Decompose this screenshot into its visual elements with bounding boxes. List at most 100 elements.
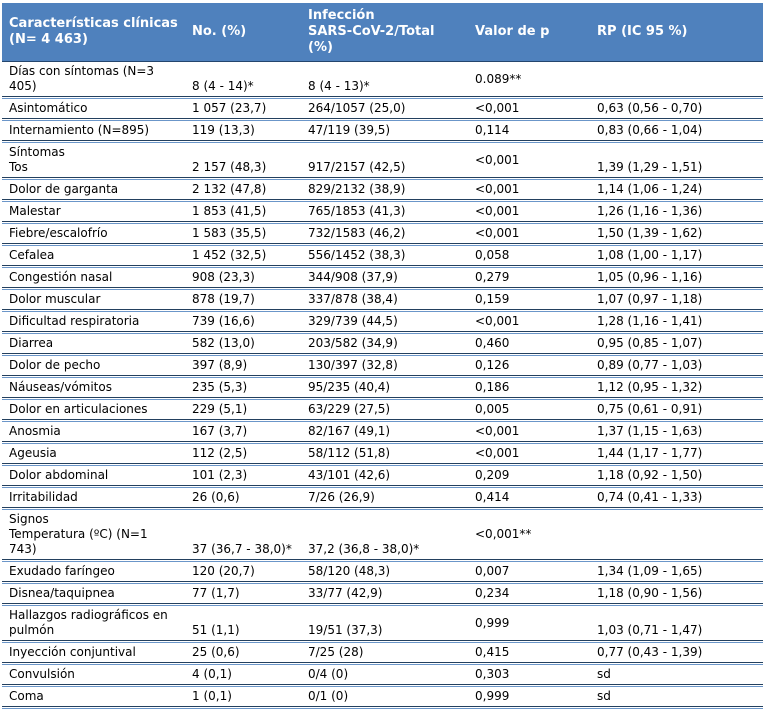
cell-rp-ic95: 1,14 (1,06 - 1,24) — [597, 182, 703, 196]
row-label: Días con síntomas (N=3 405) — [9, 64, 155, 93]
cell-infeccion-total: 58/120 (48,3) — [308, 564, 391, 578]
cell-rp-ic95: 1,18 (0,92 - 1,50) — [597, 468, 703, 482]
cell-no-pct: 51 (1,1) — [192, 623, 240, 637]
table-row: Dolor de pecho 397 (8,9) 130/397 (32,8) 0,1… — [2, 356, 763, 375]
row-label-cell: Dificultad respiratoria — [2, 312, 192, 331]
cell-valor-de-p: <0,001 — [475, 204, 520, 218]
row-separator — [2, 309, 763, 312]
cell-valor-de-p: <0,001 — [475, 152, 520, 167]
row-label: Irritabilidad — [9, 490, 78, 504]
row-label-cell: Ageusia — [2, 444, 192, 463]
cell-rp-ic95: 0,77 (0,43 - 1,39) — [597, 645, 703, 659]
row-label-cell: Anosmia — [2, 422, 192, 441]
cell-valor-de-p: 0,999 — [475, 615, 510, 630]
cell-no-pct: 878 (19,7) — [192, 292, 255, 306]
table-row: Internamiento (N=895) 119 (13,3) 47/119 (3… — [2, 121, 763, 140]
table-row: Signos Temperatura (ºC) (N=1 743) 37 (36,7… — [2, 510, 763, 559]
row-label-cell: Dolor de garganta — [2, 180, 192, 199]
cell-infeccion-total: 264/1057 (25,0) — [308, 101, 406, 115]
row-label: Inyección conjuntival — [9, 645, 136, 659]
cell-no-pct: 25 (0,6) — [192, 645, 240, 659]
cell-valor-de-p: 0,209 — [475, 468, 510, 482]
cell-rp-ic95: 1,37 (1,15 - 1,63) — [597, 424, 703, 438]
cell-valor-de-p: 0,114 — [475, 123, 510, 137]
cell-no-pct: 119 (13,3) — [192, 123, 255, 137]
cell-rp-ic95: 0,74 (0,41 - 1,33) — [597, 490, 703, 504]
cell-rp-ic95: 1,50 (1,39 - 1,62) — [597, 226, 703, 240]
cell-infeccion-total: 8 (4 - 13)* — [308, 79, 370, 93]
cell-rp-ic95: 0,89 (0,77 - 1,03) — [597, 358, 703, 372]
row-label: Náuseas/vómitos — [9, 380, 112, 394]
cell-infeccion-total: 130/397 (32,8) — [308, 358, 398, 372]
cell-rp-ic95: 0,95 (0,85 - 1,07) — [597, 336, 703, 350]
cell-rp-ic95: 1,28 (1,16 - 1,41) — [597, 314, 703, 328]
cell-no-pct: 1 853 (41,5) — [192, 204, 267, 218]
cell-rp-ic95: 1,08 (1,00 - 1,17) — [597, 248, 703, 262]
cell-rp-ic95: 1,07 (0,97 - 1,18) — [597, 292, 703, 306]
row-separator — [2, 375, 763, 378]
cell-infeccion-total: 556/1452 (38,3) — [308, 248, 406, 262]
row-label-cell: Cefalea — [2, 246, 192, 265]
row-label: Diarrea — [9, 336, 54, 350]
cell-valor-de-p: <0,001 — [475, 101, 520, 115]
column-header-valor-de-p: Valor de p — [475, 3, 597, 62]
table-row: Anosmia 167 (3,7) 82/167 (49,1) <0,001 1,37 … — [2, 422, 763, 441]
row-label-cell: Fiebre/escalofrío — [2, 224, 192, 243]
cell-infeccion-total: 203/582 (34,9) — [308, 336, 398, 350]
cell-infeccion-total: 33/77 (42,9) — [308, 586, 383, 600]
cell-no-pct: 2 132 (47,8) — [192, 182, 267, 196]
row-separator — [2, 640, 763, 643]
row-separator — [2, 706, 763, 709]
table-row: Dolor muscular 878 (19,7) 337/878 (38,4) 0,… — [2, 290, 763, 309]
row-label: Dolor abdominal — [9, 468, 109, 482]
cell-infeccion-total: 0/4 (0) — [308, 667, 349, 681]
row-separator — [2, 243, 763, 246]
cell-rp-ic95: 0,83 (0,66 - 1,04) — [597, 123, 703, 137]
row-separator — [2, 331, 763, 334]
row-separator — [2, 684, 763, 687]
row-label: Malestar — [9, 204, 61, 218]
row-label: Tos — [9, 160, 28, 174]
table-row: Dolor de garganta 2 132 (47,8) 829/2132 (3… — [2, 180, 763, 199]
row-separator — [2, 603, 763, 606]
cell-rp-ic95: 0,63 (0,56 - 0,70) — [597, 101, 703, 115]
table-row: Irritabilidad 26 (0,6) 7/26 (26,9) 0,414 0,7… — [2, 488, 763, 507]
cell-no-pct: 112 (2,5) — [192, 446, 248, 460]
cell-infeccion-total: 19/51 (37,3) — [308, 623, 383, 637]
cell-no-pct: 1 583 (35,5) — [192, 226, 267, 240]
section-label: Signos — [9, 512, 49, 526]
row-label-cell: Asintomático — [2, 99, 192, 118]
table-row: Coma 1 (0,1) 0/1 (0) 0,999 sd — [2, 687, 763, 706]
table-row: Náuseas/vómitos 235 (5,3) 95/235 (40,4) 0,1… — [2, 378, 763, 397]
cell-infeccion-total: 47/119 (39,5) — [308, 123, 391, 137]
cell-rp-ic95 — [597, 62, 763, 97]
cell-valor-de-p: 0,005 — [475, 402, 510, 416]
row-separator — [2, 96, 763, 99]
cell-valor-de-p: <0,001 — [475, 314, 520, 328]
row-label: Dificultad respiratoria — [9, 314, 140, 328]
table-row: Convulsión 4 (0,1) 0/4 (0) 0,303 sd — [2, 665, 763, 684]
row-label: Cefalea — [9, 248, 55, 262]
cell-rp-ic95: 1,12 (0,95 - 1,32) — [597, 380, 703, 394]
row-label-cell: Náuseas/vómitos — [2, 378, 192, 397]
cell-infeccion-total: 329/739 (44,5) — [308, 314, 398, 328]
cell-valor-de-p: 0,007 — [475, 564, 510, 578]
cell-valor-de-p: <0,001 — [475, 446, 520, 460]
row-separator — [2, 177, 763, 180]
cell-infeccion-total: 344/908 (37,9) — [308, 270, 398, 284]
cell-rp-ic95: 0,75 (0,61 - 0,91) — [597, 402, 703, 416]
cell-valor-de-p: 0,460 — [475, 336, 510, 350]
cell-no-pct: 1 057 (23,7) — [192, 101, 267, 115]
column-header-no-pct: No. (%) — [192, 3, 308, 62]
cell-rp-ic95: 1,39 (1,29 - 1,51) — [597, 160, 703, 174]
row-label: Anosmia — [9, 424, 61, 438]
row-label: Congestión nasal — [9, 270, 113, 284]
cell-rp-ic95: 1,18 (0,90 - 1,56) — [597, 586, 703, 600]
cell-no-pct: 101 (2,3) — [192, 468, 248, 482]
row-label: Dolor de garganta — [9, 182, 119, 196]
table-row: Síntomas Tos 2 157 (48,3) 917/2157 (42,5) <0… — [2, 143, 763, 177]
row-separator — [2, 559, 763, 562]
table-row: Malestar 1 853 (41,5) 765/1853 (41,3) <0,00… — [2, 202, 763, 221]
row-label-cell: Disnea/taquipnea — [2, 584, 192, 603]
